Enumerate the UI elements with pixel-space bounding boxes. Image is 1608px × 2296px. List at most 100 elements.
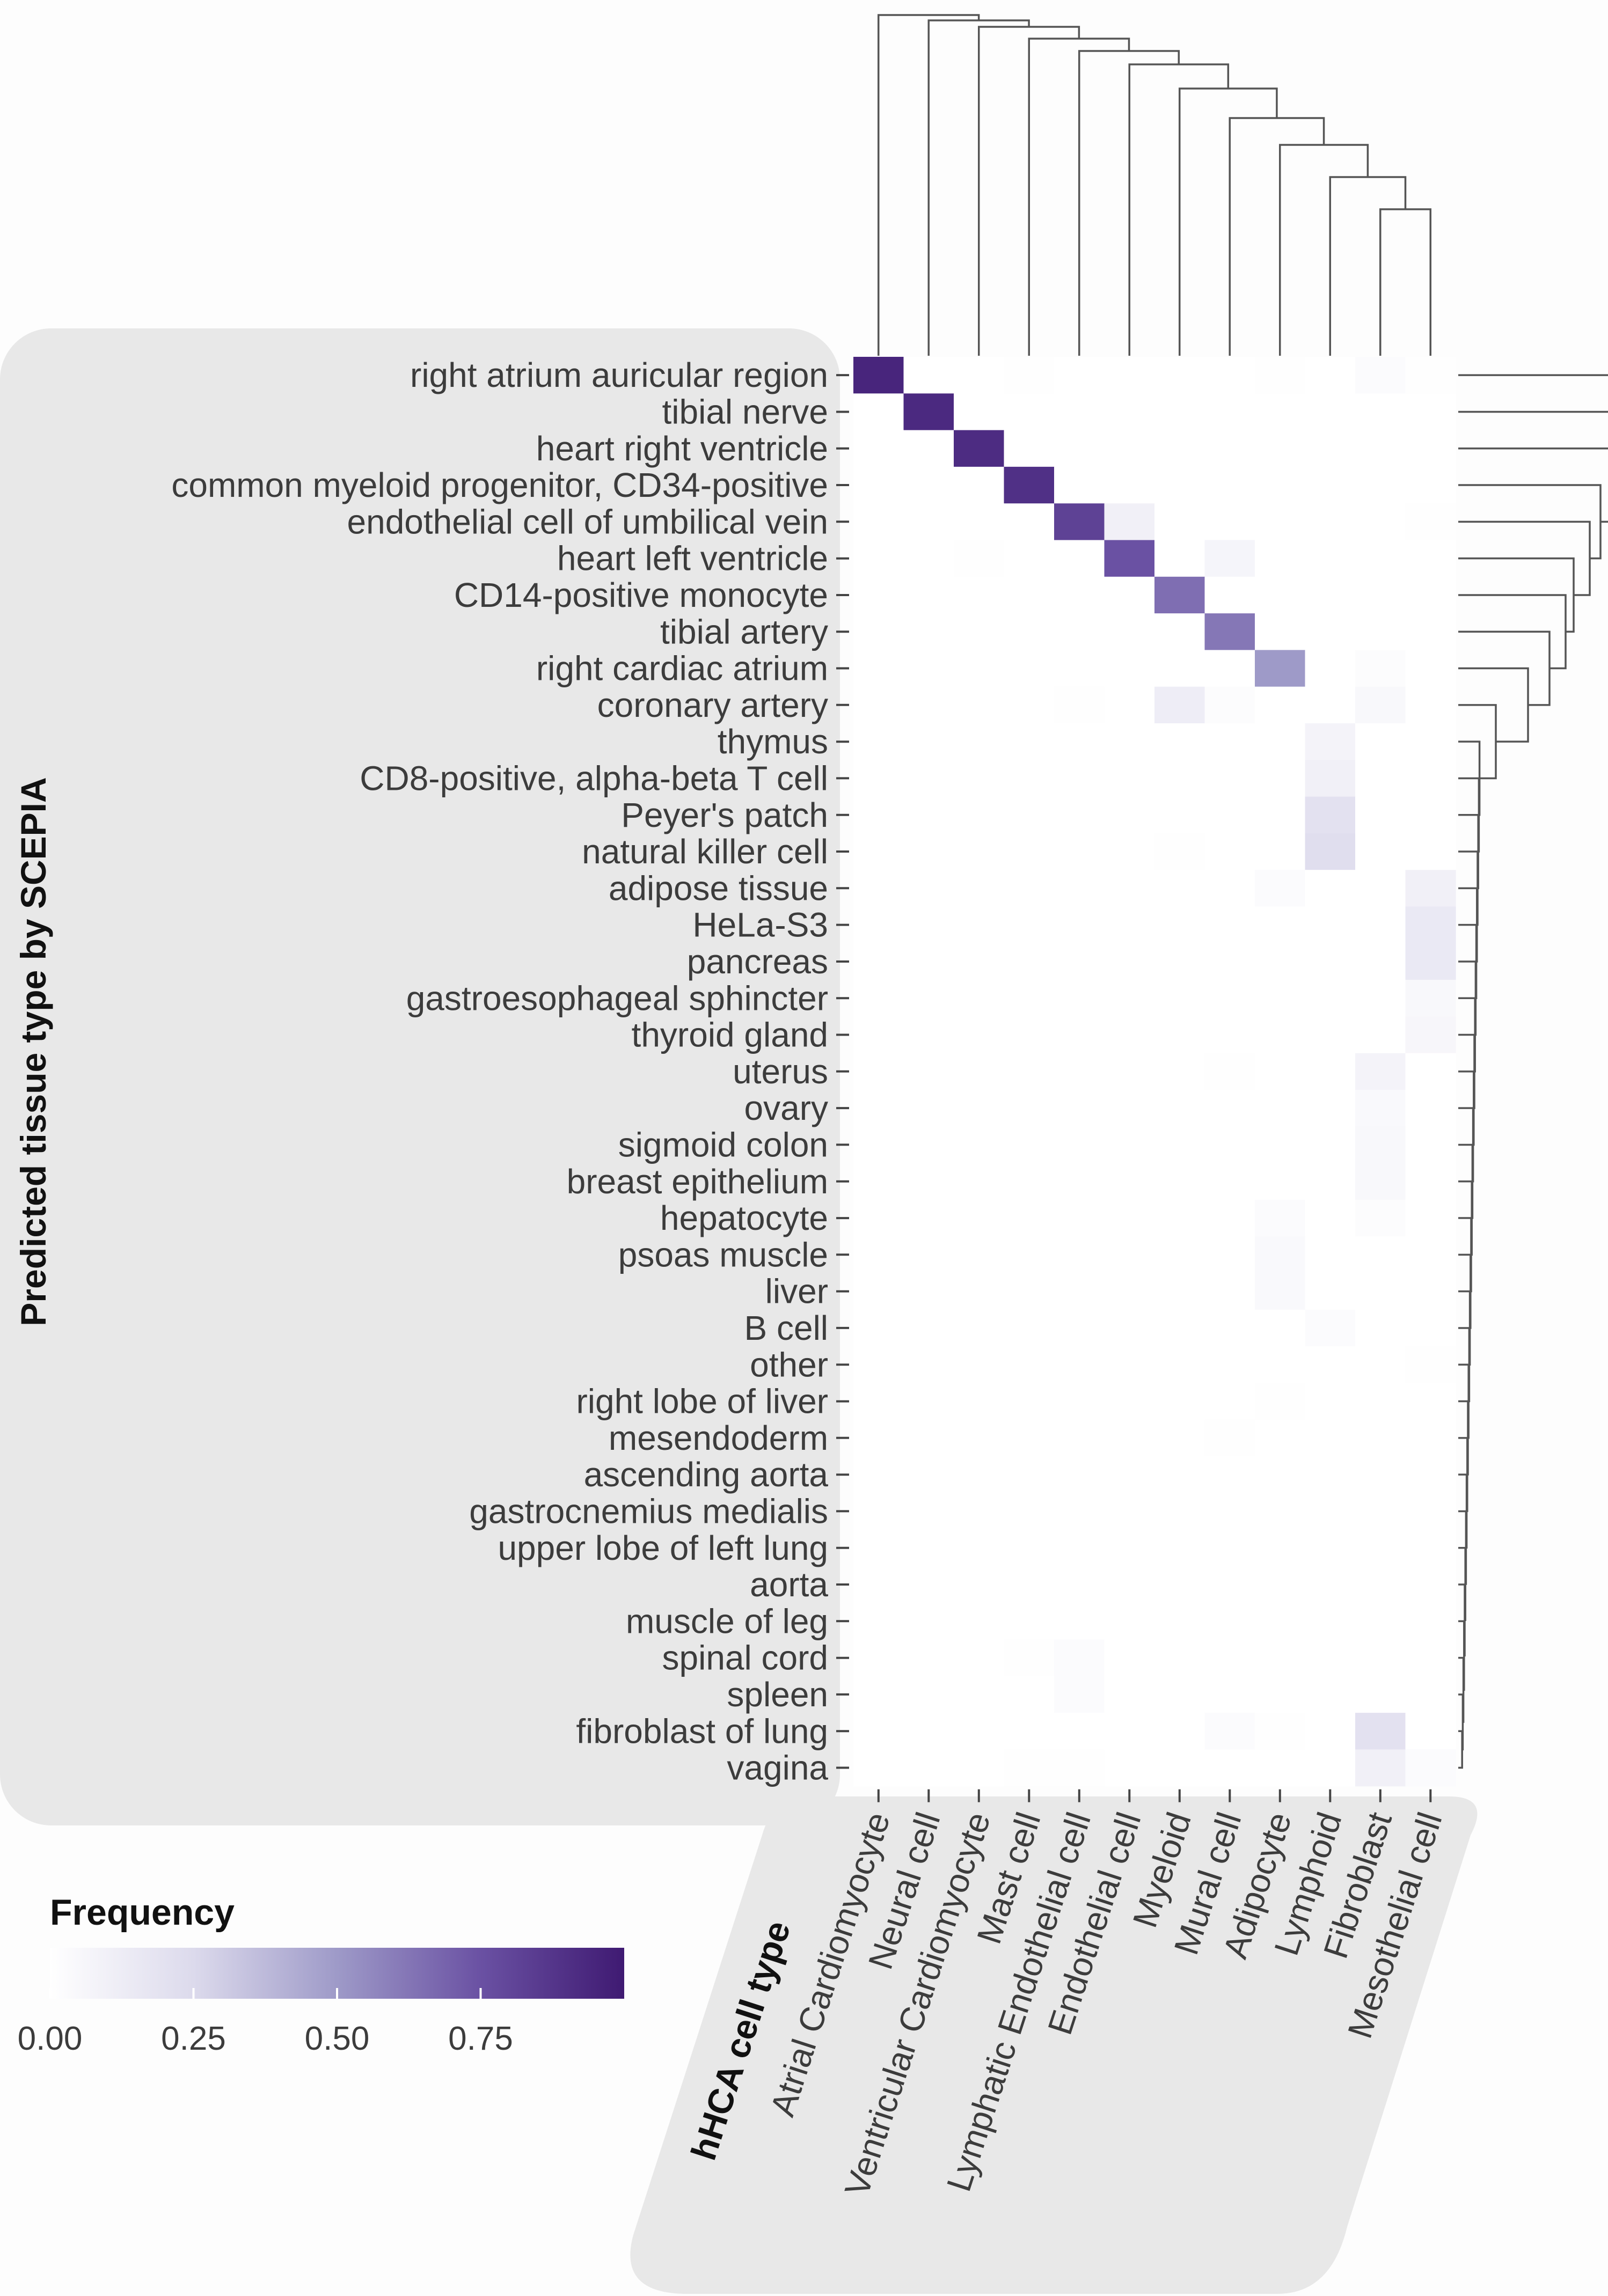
heatmap-cell xyxy=(1305,1456,1356,1493)
heatmap-cell xyxy=(1004,1383,1055,1420)
heatmap-cell xyxy=(903,1419,954,1457)
heatmap-cell xyxy=(853,1566,904,1603)
heatmap-cell xyxy=(1355,1199,1406,1237)
heatmap-cell xyxy=(1255,1566,1306,1603)
row-label: gastroesophageal sphincter xyxy=(406,979,828,1017)
dendrogram-branch xyxy=(1179,87,1278,356)
row-label: Peyer's patch xyxy=(621,796,828,834)
heatmap-cell xyxy=(1054,686,1105,724)
dendrogram-branch xyxy=(1458,374,1608,376)
heatmap-cell xyxy=(1405,466,1456,504)
heatmap-cell xyxy=(853,613,904,650)
heatmap-cell xyxy=(1004,1493,1055,1530)
heatmap-cell xyxy=(853,1603,904,1640)
heatmap-cell xyxy=(1355,1163,1406,1200)
heatmap-cell xyxy=(1355,943,1406,980)
heatmap-cell xyxy=(903,576,954,614)
heatmap-cell xyxy=(1154,1419,1205,1457)
heatmap-cell xyxy=(1405,1126,1456,1164)
heatmap-cell xyxy=(954,723,1005,760)
heatmap-cell xyxy=(1054,1713,1105,1750)
heatmap-cell xyxy=(1355,1639,1406,1677)
heatmap-cell xyxy=(903,466,954,504)
heatmap-cell xyxy=(1054,540,1105,577)
heatmap-cell xyxy=(903,833,954,870)
heatmap-cell xyxy=(1405,576,1456,614)
heatmap-cell xyxy=(1004,1713,1055,1750)
row-label: right lobe of liver xyxy=(576,1382,828,1421)
heatmap-cell xyxy=(1104,1749,1155,1787)
heatmap-cell xyxy=(1004,1163,1055,1200)
heatmap-cell xyxy=(1305,1603,1356,1640)
heatmap-cell xyxy=(1054,1236,1105,1274)
heatmap-cell xyxy=(1104,650,1155,687)
heatmap-cell xyxy=(1154,906,1205,944)
heatmap-cell xyxy=(1104,1016,1155,1054)
heatmap-cell xyxy=(1355,1236,1406,1274)
heatmap-cell xyxy=(1405,1749,1456,1787)
heatmap-cell xyxy=(1154,1639,1205,1677)
heatmap-cell xyxy=(1405,1566,1456,1603)
heatmap-cell xyxy=(1204,576,1255,614)
heatmap-cell xyxy=(954,1493,1005,1530)
heatmap-cell xyxy=(954,980,1005,1017)
heatmap-cell xyxy=(903,1493,954,1530)
heatmap-cell xyxy=(1104,1346,1155,1383)
heatmap-cell xyxy=(1154,686,1205,724)
heatmap-cell xyxy=(1255,540,1306,577)
heatmap-cell xyxy=(1204,1163,1255,1200)
heatmap-cell xyxy=(1405,906,1456,944)
legend-tick-label: 0.25 xyxy=(161,2020,226,2057)
heatmap-cell xyxy=(1154,1676,1205,1713)
heatmap-cell xyxy=(1104,1090,1155,1127)
heatmap-cell xyxy=(1255,466,1306,504)
heatmap-cell xyxy=(1405,1163,1456,1200)
heatmap-cell xyxy=(1054,1090,1105,1127)
heatmap-cell xyxy=(903,906,954,944)
row-label-panel xyxy=(0,328,840,1825)
heatmap-cell xyxy=(1054,1053,1105,1090)
heatmap-cell xyxy=(1154,1713,1205,1750)
heatmap-cell xyxy=(853,906,904,944)
row-label: right cardiac atrium xyxy=(536,649,828,688)
heatmap-cell xyxy=(1004,686,1055,724)
heatmap-cell xyxy=(1054,357,1105,394)
heatmap-cell xyxy=(1004,503,1055,541)
row-label: ascending aorta xyxy=(584,1455,829,1494)
heatmap-cell xyxy=(1355,613,1406,650)
heatmap-cell xyxy=(1355,1053,1406,1090)
heatmap-cell xyxy=(853,686,904,724)
heatmap-cell xyxy=(1204,686,1255,724)
heatmap-cell xyxy=(1154,833,1205,870)
heatmap-cell xyxy=(1255,650,1306,687)
heatmap-cell xyxy=(1355,540,1406,577)
heatmap-cell xyxy=(1355,1016,1406,1054)
row-label: liver xyxy=(765,1272,828,1311)
heatmap-cell xyxy=(1204,503,1255,541)
heatmap-cell xyxy=(1004,1309,1055,1347)
heatmap-cell xyxy=(1305,1566,1356,1603)
heatmap-cell xyxy=(954,796,1005,834)
heatmap-cell xyxy=(954,466,1005,504)
heatmap-cell xyxy=(903,393,954,431)
heatmap-cell xyxy=(1154,503,1205,541)
legend: Frequency 0.00 0.25 0.50 0.75 xyxy=(18,1892,624,2057)
heatmap-cell xyxy=(1405,1090,1456,1127)
heatmap-cell xyxy=(1004,906,1055,944)
heatmap-cell xyxy=(1004,1603,1055,1640)
heatmap-cell xyxy=(1255,1346,1306,1383)
heatmap-cell xyxy=(1355,430,1406,467)
heatmap-cell xyxy=(1305,540,1356,577)
row-label: psoas muscle xyxy=(618,1235,828,1274)
heatmap-cell xyxy=(853,1199,904,1237)
heatmap-cell xyxy=(1004,576,1055,614)
heatmap-cell xyxy=(853,650,904,687)
heatmap-cell xyxy=(1154,943,1205,980)
heatmap-cell xyxy=(1255,723,1306,760)
row-label: heart right ventricle xyxy=(536,429,828,468)
heatmap-cell xyxy=(1204,1346,1255,1383)
heatmap-cell xyxy=(1154,1273,1205,1310)
heatmap-cell xyxy=(853,870,904,907)
heatmap-cell xyxy=(1104,1713,1155,1750)
dendrogram-branch xyxy=(1458,1730,1463,1769)
